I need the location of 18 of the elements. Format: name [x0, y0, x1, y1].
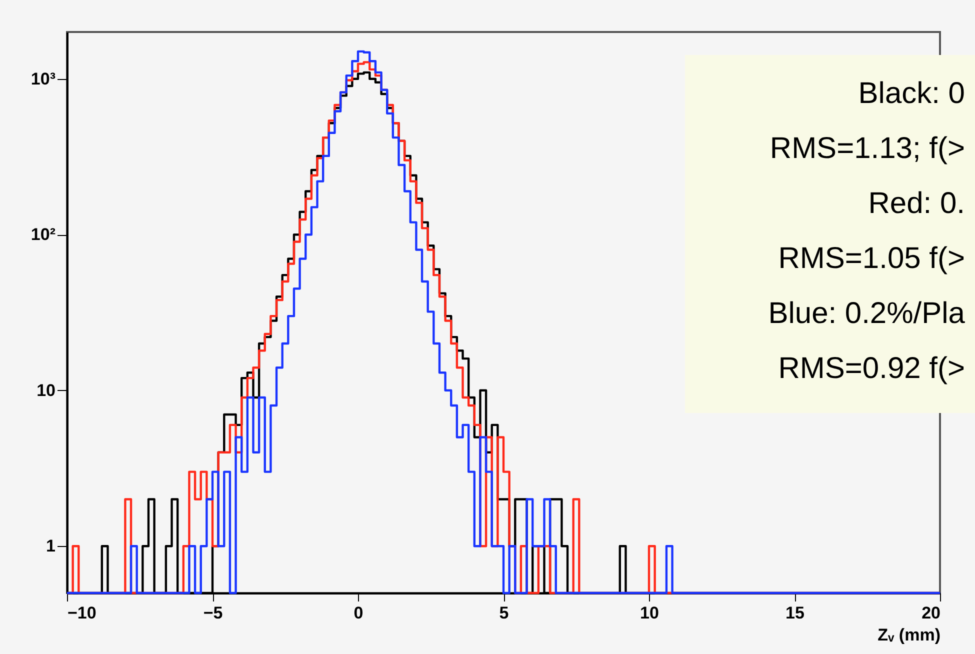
x-axis-title: Zᵥ (mm) [878, 626, 940, 644]
y-tick-label: 10² [30, 225, 56, 244]
y-tick-label: 10³ [30, 69, 56, 88]
x-tick-label: 5 [499, 604, 509, 622]
annotation: Blue: 0.2%/Pla [768, 297, 966, 330]
annotation: Black: 0 [858, 77, 965, 110]
x-tick-label: −5 [203, 604, 223, 622]
annotation: Red: 0. [868, 187, 965, 220]
y-tick-label: 1 [46, 536, 56, 556]
x-tick-label: 15 [786, 604, 804, 622]
x-tick-label: 20 [922, 604, 940, 622]
y-tick-label: 10 [36, 380, 56, 400]
annotation: RMS=0.92 f(> [778, 352, 965, 385]
x-tick-label: 10 [640, 604, 659, 622]
annotation: RMS=1.05 f(> [778, 242, 965, 275]
x-tick-label: 0 [354, 604, 364, 622]
x-tick-label: −10 [68, 604, 96, 622]
annotation: RMS=1.13; f(> [770, 132, 965, 165]
